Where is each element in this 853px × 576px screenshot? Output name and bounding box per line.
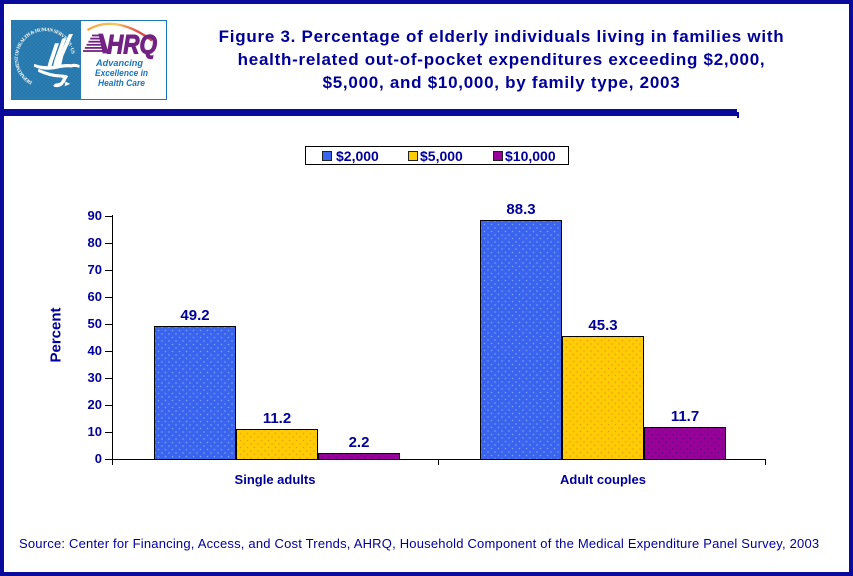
svg-text:HRQ: HRQ [107,30,157,60]
svg-text:Health Care: Health Care [98,78,146,89]
svg-text:Excellence in: Excellence in [95,68,148,79]
svg-text:Advancing: Advancing [95,58,143,69]
